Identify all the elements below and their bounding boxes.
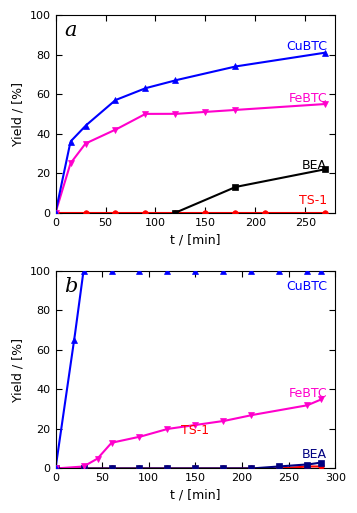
Text: b: b <box>64 277 77 296</box>
Y-axis label: Yield / [%]: Yield / [%] <box>11 82 24 146</box>
Y-axis label: Yield / [%]: Yield / [%] <box>11 338 24 402</box>
Text: CuBTC: CuBTC <box>286 280 327 293</box>
Text: TS-1: TS-1 <box>181 424 210 438</box>
X-axis label: t / [min]: t / [min] <box>170 489 221 502</box>
X-axis label: t / [min]: t / [min] <box>170 233 221 246</box>
Text: BEA: BEA <box>302 159 327 172</box>
Text: CuBTC: CuBTC <box>286 40 327 53</box>
Text: FeBTC: FeBTC <box>288 92 327 105</box>
Text: BEA: BEA <box>302 448 327 461</box>
Text: TS-1: TS-1 <box>299 194 327 207</box>
Text: a: a <box>64 21 76 40</box>
Text: FeBTC: FeBTC <box>288 387 327 400</box>
